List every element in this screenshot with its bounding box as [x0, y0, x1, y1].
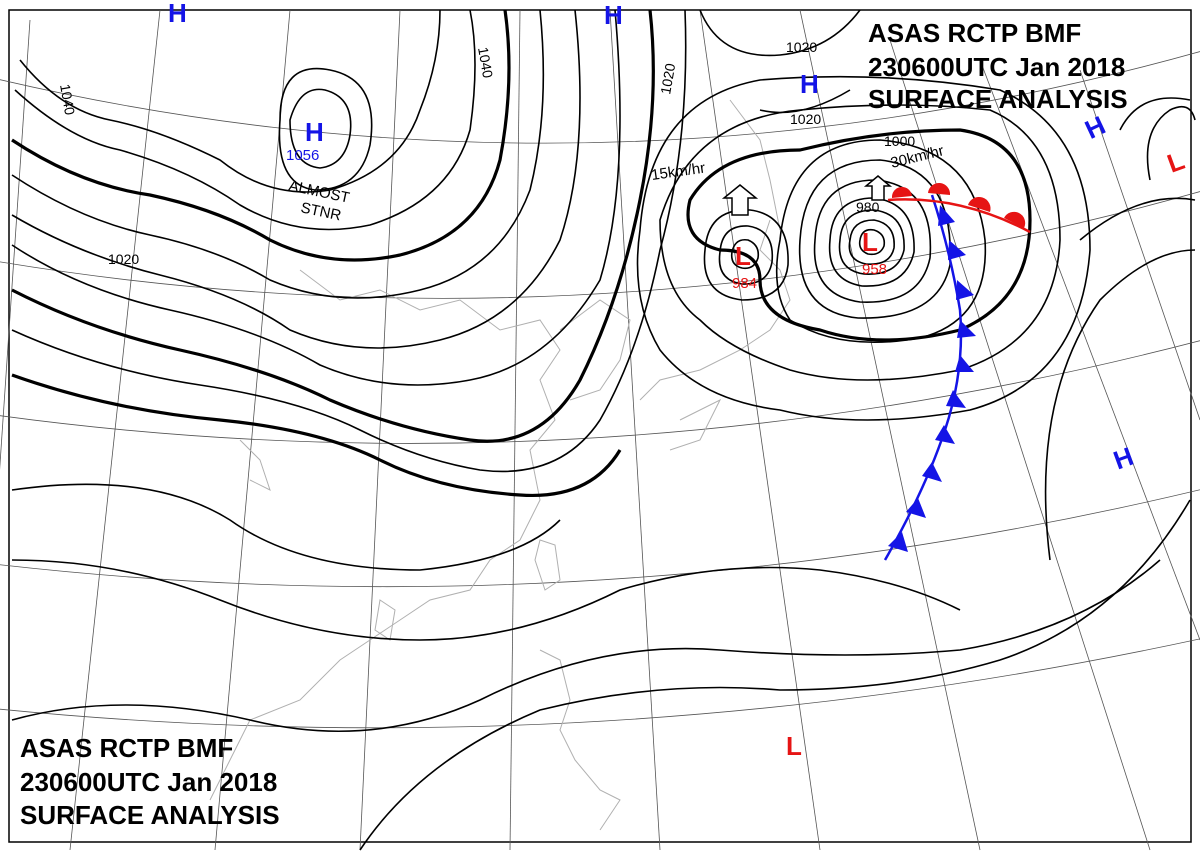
- isobar-label-1000: 1000: [884, 133, 915, 149]
- latitude-lines: [0, 51, 1200, 729]
- high-symbol-north: H: [168, 0, 187, 28]
- isobar-label-980: 980: [856, 199, 880, 215]
- footer-line2: 230600UTC Jan 2018: [20, 767, 277, 797]
- high-symbol-mongolia: H: [305, 117, 324, 147]
- footer-line3: SURFACE ANALYSIS: [20, 800, 280, 830]
- low-symbol-philippine-sea: L: [786, 731, 802, 761]
- isobar-label-1020-north: 1020: [786, 39, 817, 55]
- isobar-label-1040-east: 1040: [475, 46, 496, 80]
- header-line1: ASAS RCTP BMF: [868, 18, 1081, 48]
- header-bottom-left: ASAS RCTP BMF 230600UTC Jan 2018 SURFACE…: [20, 733, 280, 830]
- movement-arrows: [721, 175, 893, 216]
- map-frame: [8, 9, 1192, 843]
- kuril-low-arrow: [863, 175, 893, 201]
- low-symbol-japan-sea: L: [735, 241, 751, 271]
- isobar-label-1040-west: 1040: [57, 83, 78, 117]
- low-value-kuril: 958: [862, 261, 887, 278]
- isobar-label-1020-west: 1020: [108, 251, 139, 267]
- high-symbol-okhotsk: H: [800, 69, 819, 99]
- low-value-japan-sea: 984: [732, 275, 757, 292]
- cold-front: [883, 194, 976, 561]
- footer-line1: ASAS RCTP BMF: [20, 733, 233, 763]
- isobar-labels: 1040 1040 1020 1020 1020 1020 1000 980: [57, 39, 915, 267]
- isobar-label-1020-japan: 1020: [657, 62, 678, 96]
- warm-front: [887, 182, 1031, 234]
- isobar-label-1020-kuril: 1020: [790, 111, 821, 127]
- longitude-lines: [0, 9, 1200, 851]
- header-top-right: ASAS RCTP BMF 230600UTC Jan 2018 SURFACE…: [868, 18, 1128, 114]
- japan-sea-low-arrow: [721, 184, 759, 216]
- low-symbol-kuril: L: [862, 227, 878, 257]
- high-value-mongolia: 1056: [286, 147, 319, 164]
- high-symbol-north-central: H: [604, 0, 623, 30]
- header-line2: 230600UTC Jan 2018: [868, 52, 1125, 82]
- isobars: [11, 9, 1196, 851]
- header-line3: SURFACE ANALYSIS: [868, 84, 1128, 114]
